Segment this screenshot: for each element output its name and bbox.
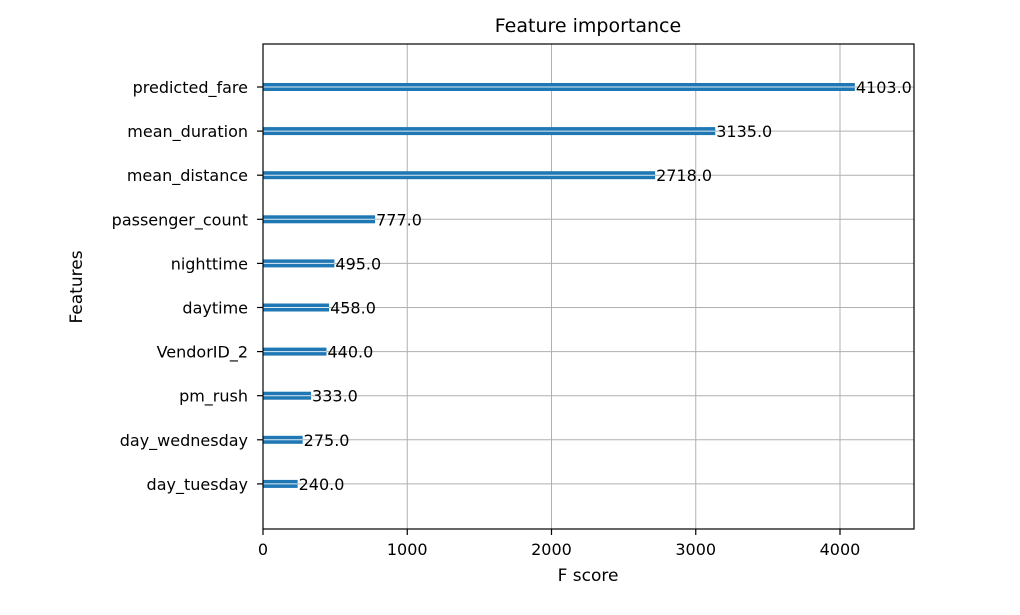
y-tick-label: predicted_fare (133, 78, 248, 98)
label-layer: 0 1000 2000 3000 4000 predicted_fare 4103.0 mea… (112, 78, 912, 559)
plot-frame (262, 43, 915, 530)
data-label: 2718.0 (656, 166, 712, 185)
y-tick-label: passenger_count (112, 210, 248, 230)
data-label: 495.0 (335, 254, 381, 273)
y-tick-label: mean_distance (127, 166, 248, 186)
data-label: 3135.0 (716, 122, 772, 141)
y-tick-label: daytime (182, 299, 248, 318)
y-tick-label: day_wednesday (120, 431, 248, 451)
x-axis-label: F score (558, 566, 619, 586)
x-tick-label: 3000 (675, 540, 716, 559)
y-tick-label: nighttime (171, 254, 248, 273)
y-tick-label: day_tuesday (147, 475, 248, 495)
x-tick-label: 2000 (531, 540, 572, 559)
data-label: 777.0 (376, 210, 422, 229)
y-axis-label: Features (67, 250, 87, 323)
data-label: 240.0 (299, 475, 345, 494)
x-tick-label: 1000 (387, 540, 428, 559)
y-tick-label: pm_rush (179, 387, 248, 407)
data-label: 458.0 (330, 299, 376, 318)
data-label: 4103.0 (856, 78, 912, 97)
data-label: 440.0 (327, 343, 373, 362)
data-label: 275.0 (304, 431, 350, 450)
y-tick-label: mean_duration (127, 122, 248, 142)
y-tick-label: VendorID_2 (157, 343, 248, 363)
tick-layer (257, 86, 841, 535)
bar-layer (263, 83, 855, 488)
data-label: 333.0 (312, 387, 358, 406)
chart-title: Feature importance (495, 15, 681, 37)
grid-layer (262, 44, 914, 529)
x-tick-label: 4000 (820, 540, 861, 559)
x-tick-label: 0 (258, 540, 268, 559)
